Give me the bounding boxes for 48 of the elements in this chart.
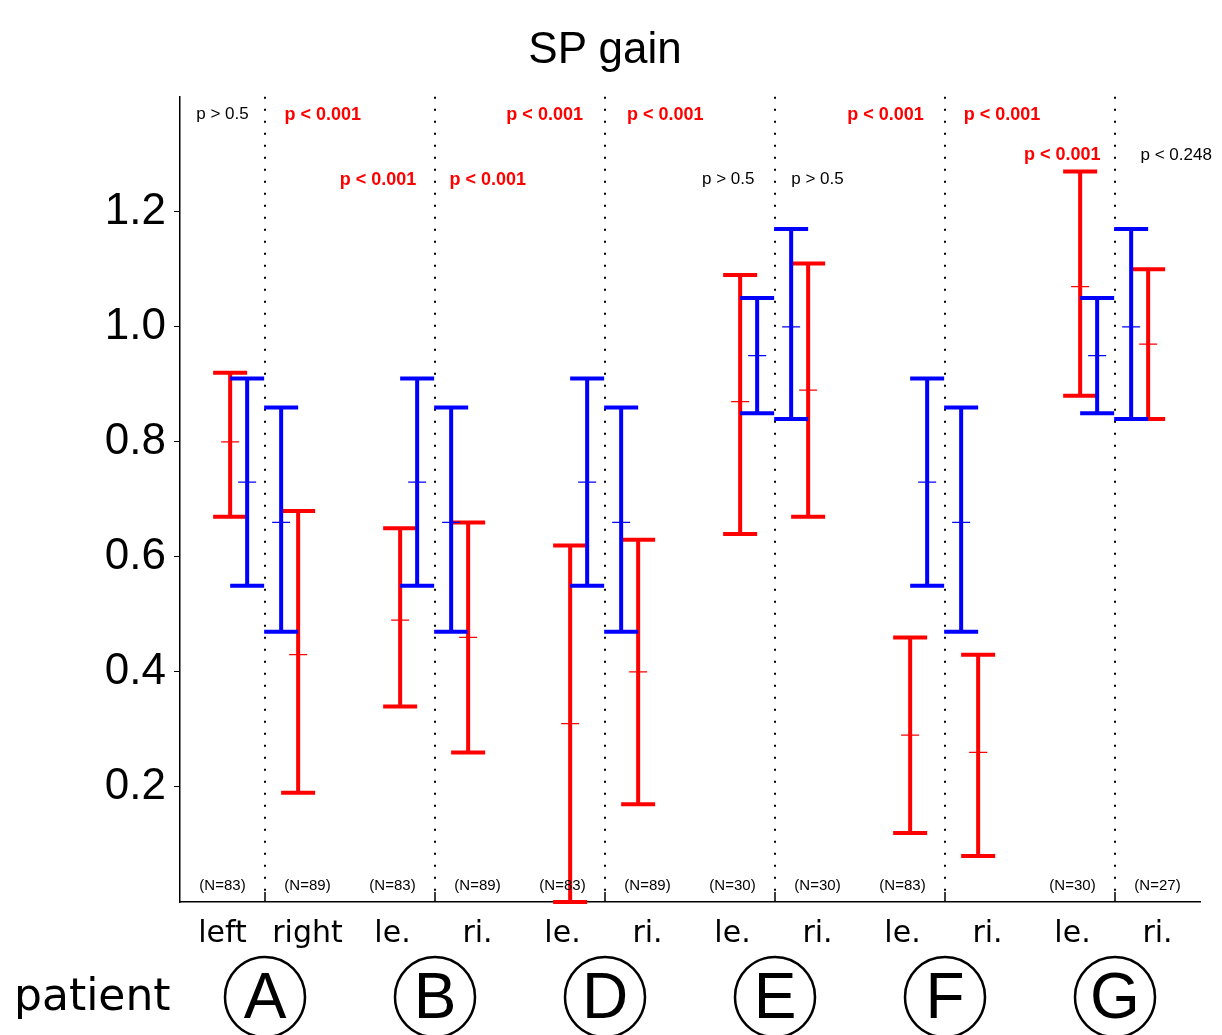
x-tick-label: ri.: [802, 913, 833, 949]
x-tick-label: le.: [374, 913, 411, 949]
annotation: p < 0.001: [847, 103, 924, 124]
annotation: p > 0.5: [196, 104, 249, 124]
annotation: p < 0.001: [284, 103, 362, 124]
annotation: (N=30): [709, 876, 756, 894]
y-tick-label: 0.2: [104, 759, 166, 809]
y-tick-label: 1.0: [104, 299, 166, 348]
x-tick-label: le.: [714, 913, 751, 949]
annotation: p < 0.001: [963, 103, 1041, 124]
text: D: [581, 959, 629, 1032]
x-tick-label: ri.: [1142, 913, 1173, 949]
text: B: [413, 959, 457, 1032]
y-tick-label: 0.6: [104, 529, 166, 579]
x-tick-label: right: [272, 913, 343, 949]
annotation: p < 0.001: [627, 103, 704, 124]
annotation: (N=89): [284, 876, 331, 894]
annotation: (N=30): [794, 876, 841, 894]
annotation: (N=89): [454, 876, 501, 894]
x-axis-title: patient: [14, 969, 171, 1021]
annotation: p < 0.001: [506, 103, 583, 124]
annotation: p < 0.001: [449, 168, 526, 189]
annotation: (N=89): [624, 876, 671, 894]
text: F: [925, 959, 965, 1032]
annotation: (N=83): [369, 876, 416, 894]
annotation: p > 0.5: [791, 169, 844, 189]
annotation: p < 0.248: [1140, 144, 1212, 164]
chart-title: SP gain: [528, 22, 682, 72]
x-tick-label: le.: [1054, 913, 1091, 949]
annotation: p < 0.001: [1024, 143, 1101, 164]
text: G: [1090, 959, 1140, 1032]
annotation: (N=30): [1049, 876, 1096, 894]
text: E: [753, 959, 797, 1032]
x-tick-label: left: [198, 913, 248, 949]
annotation: (N=27): [1134, 876, 1181, 894]
x-tick-label: ri.: [972, 913, 1003, 949]
x-tick-label: ri.: [632, 913, 663, 949]
y-tick-label: 0.8: [104, 414, 166, 464]
y-tick-label: 0.4: [104, 644, 166, 694]
x-tick-label: le.: [544, 913, 581, 949]
x-tick-label: ri.: [462, 913, 493, 949]
x-tick-label: le.: [884, 913, 921, 949]
y-tick-label: 1.2: [104, 183, 166, 233]
annotation: (N=83): [199, 876, 246, 894]
text: A: [243, 959, 287, 1032]
annotation: (N=83): [879, 876, 926, 894]
annotation: p > 0.5: [702, 169, 755, 189]
annotation: p < 0.001: [339, 168, 417, 189]
